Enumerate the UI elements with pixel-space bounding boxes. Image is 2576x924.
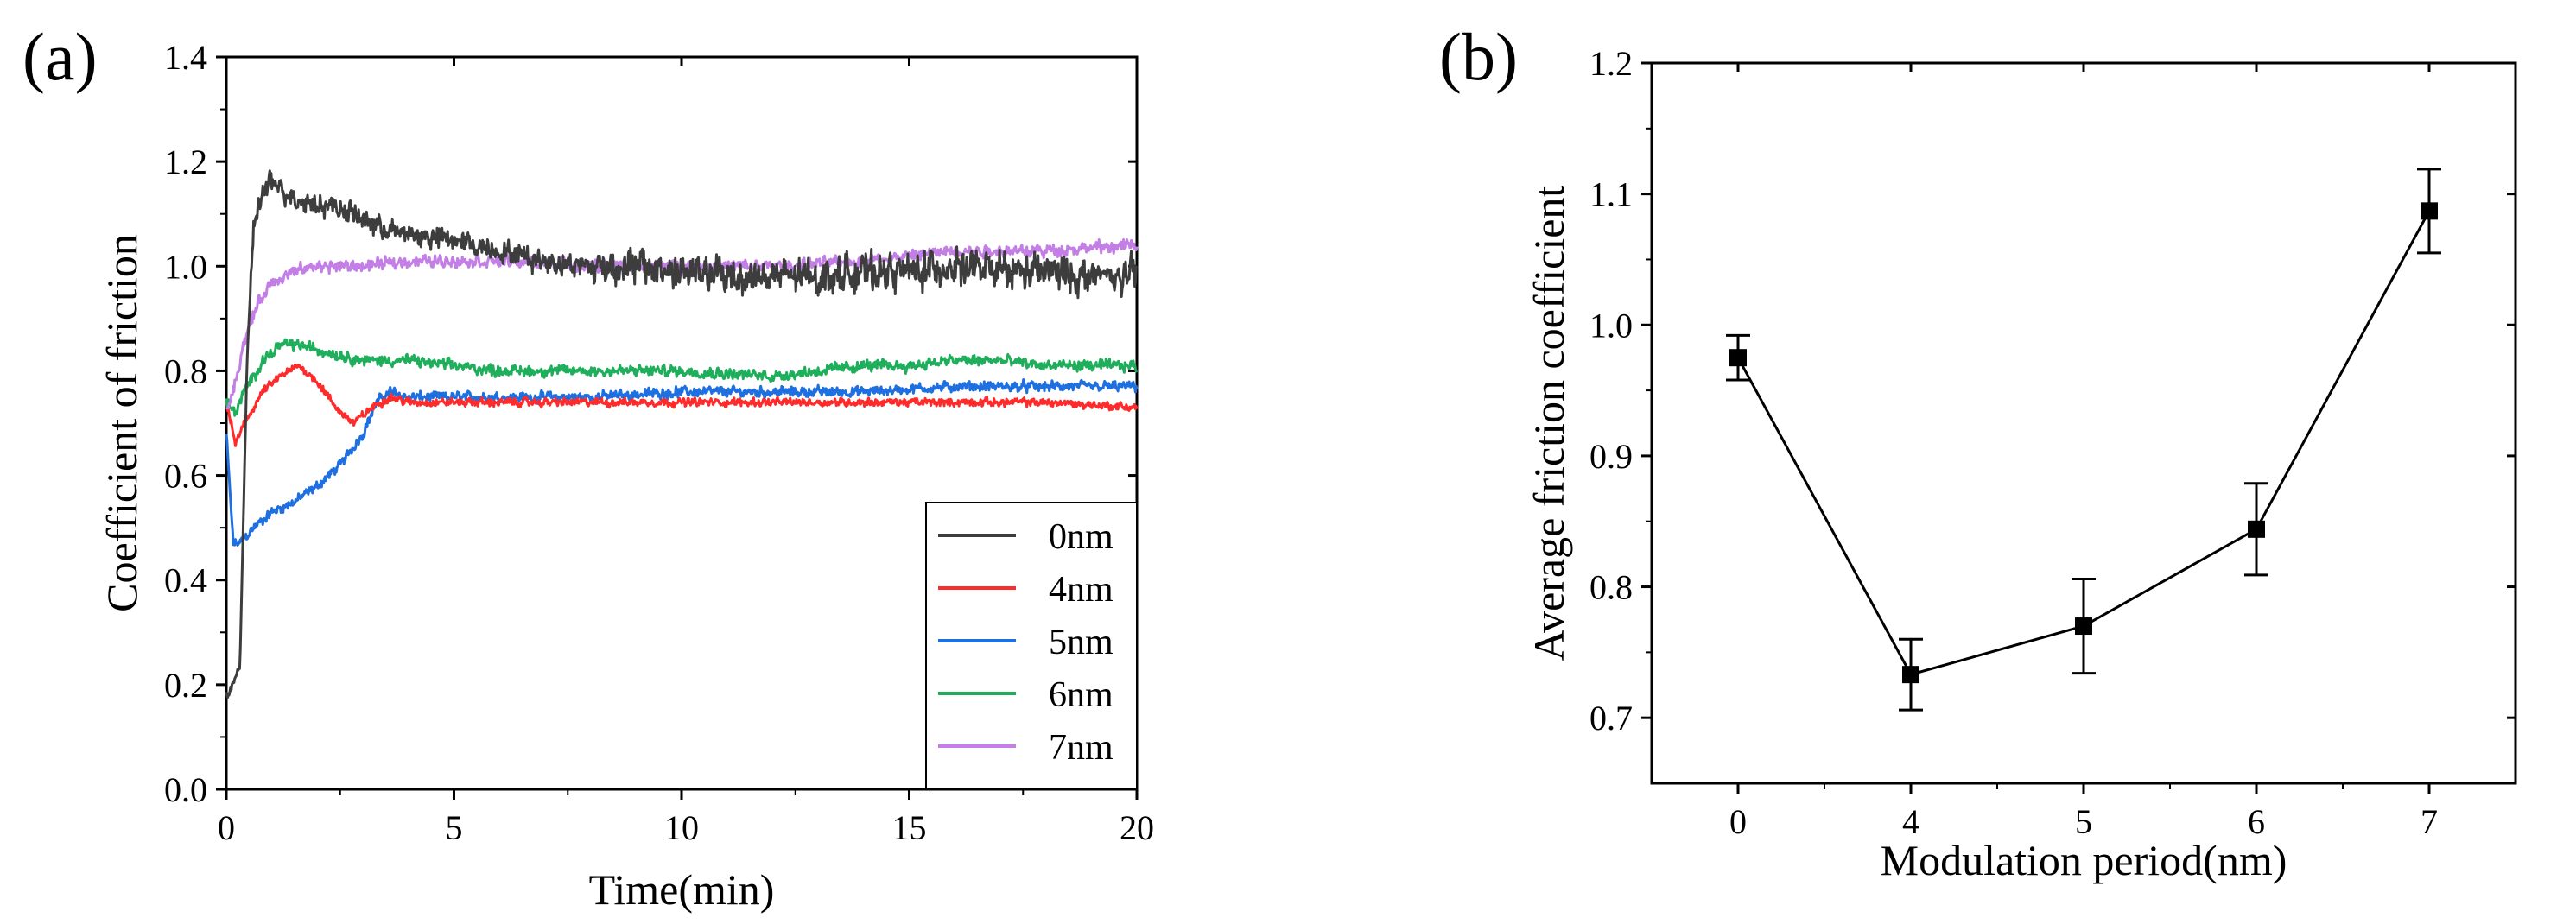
panel-b-plot-frame <box>1650 61 2517 785</box>
panel-b-x-tick-label: 7 <box>2421 802 2438 841</box>
panel-b-data-point <box>2248 520 2265 538</box>
panel-a-x-tick-label: 0 <box>218 808 235 847</box>
panel-a-x-tick-label: 20 <box>1120 808 1154 847</box>
panel-a-y-tick-label: 0.0 <box>164 770 207 809</box>
panel-b-x-ticks: 0 4 5 6 7 <box>1729 63 2438 841</box>
panel-b-y-tick-label: 0.8 <box>1589 568 1633 607</box>
panel-b-x-tick-label: 6 <box>2248 802 2265 841</box>
panel-b-y-tick-label: 1.1 <box>1589 175 1633 214</box>
panel-a-label: (a) <box>22 19 98 94</box>
panel-a-y-tick-label: 0.6 <box>164 457 207 496</box>
panel-b-y-tick-label: 1.2 <box>1589 44 1633 83</box>
panel-a-legend-label: 5nm <box>1049 623 1114 662</box>
panel-a-legend: 0nm 4nm 5nm 6nm 7nm <box>925 502 1138 790</box>
panel-a-legend-label: 7nm <box>1049 728 1114 768</box>
panel-b-avg-friction-vs-period: (b) 0 4 5 6 7 0.7 0.8 0.9 1.0 1.1 1.2 Modulation … <box>1439 19 2517 884</box>
panel-a-y-tick-label: 0.4 <box>164 561 207 600</box>
panel-a-y-tick-label: 1.4 <box>164 38 207 77</box>
panel-a-legend-label: 4nm <box>1049 570 1114 610</box>
panel-a-y-tick-label: 0.2 <box>164 666 207 705</box>
panel-b-x-tick-label: 4 <box>1902 802 1919 841</box>
panel-b-data-point <box>2421 202 2438 220</box>
panel-b-data-point <box>2075 617 2092 636</box>
panel-a-series-line-5nm <box>225 378 1139 547</box>
panel-a-series-lines <box>225 169 1139 699</box>
panel-a-legend-items: 0nm 4nm 5nm 6nm 7nm <box>938 517 1114 768</box>
panel-b-x-axis-label: Modulation period(nm) <box>1881 836 2287 884</box>
panel-b-x-tick-label: 5 <box>2075 802 2092 841</box>
panel-a-x-axis-label: Time(min) <box>589 865 775 914</box>
panel-a-series-line-4nm <box>225 364 1139 447</box>
panel-a-series-line-0nm <box>225 169 1138 699</box>
panel-a-friction-vs-time: (a) 0 5 10 15 20 0.0 0.2 0.4 0.6 0.8 1.0 1.2 1.4 Ti… <box>22 19 1154 914</box>
panel-a-legend-box <box>925 502 1138 790</box>
panel-b-y-tick-label: 0.7 <box>1589 699 1633 737</box>
panel-b-series <box>1726 168 2441 712</box>
panel-a-x-tick-label: 5 <box>446 808 463 847</box>
panel-a-x-tick-label: 10 <box>664 808 699 847</box>
panel-a-y-ticks: 0.0 0.2 0.4 0.6 0.8 1.0 1.2 1.4 <box>164 38 1137 809</box>
panel-a-y-tick-label: 0.8 <box>164 351 207 390</box>
panel-a-y-tick-label: 1.0 <box>164 247 207 286</box>
panel-b-x-tick-label: 0 <box>1729 802 1747 841</box>
panel-b-label: (b) <box>1439 19 1518 94</box>
panel-b-data-point <box>1729 349 1747 367</box>
panel-a-series-line-6nm <box>225 338 1139 417</box>
panel-b-y-ticks: 0.7 0.8 0.9 1.0 1.1 1.2 <box>1589 44 2516 737</box>
panel-b-data-point <box>1902 666 1919 684</box>
panel-b-y-tick-label: 0.9 <box>1589 437 1633 476</box>
panel-a-y-axis-label: Coefficient of friction <box>98 234 146 612</box>
panel-a-x-tick-label: 15 <box>892 808 927 847</box>
panel-b-y-tick-label: 1.0 <box>1589 306 1633 345</box>
panel-b-y-axis-label: Average friction coefficient <box>1525 186 1573 661</box>
panel-a-y-tick-label: 1.2 <box>164 142 207 181</box>
panel-a-legend-label: 0nm <box>1049 517 1114 557</box>
panel-a-x-ticks: 0 5 10 15 20 <box>218 57 1154 847</box>
panel-a-legend-label: 6nm <box>1049 675 1114 715</box>
